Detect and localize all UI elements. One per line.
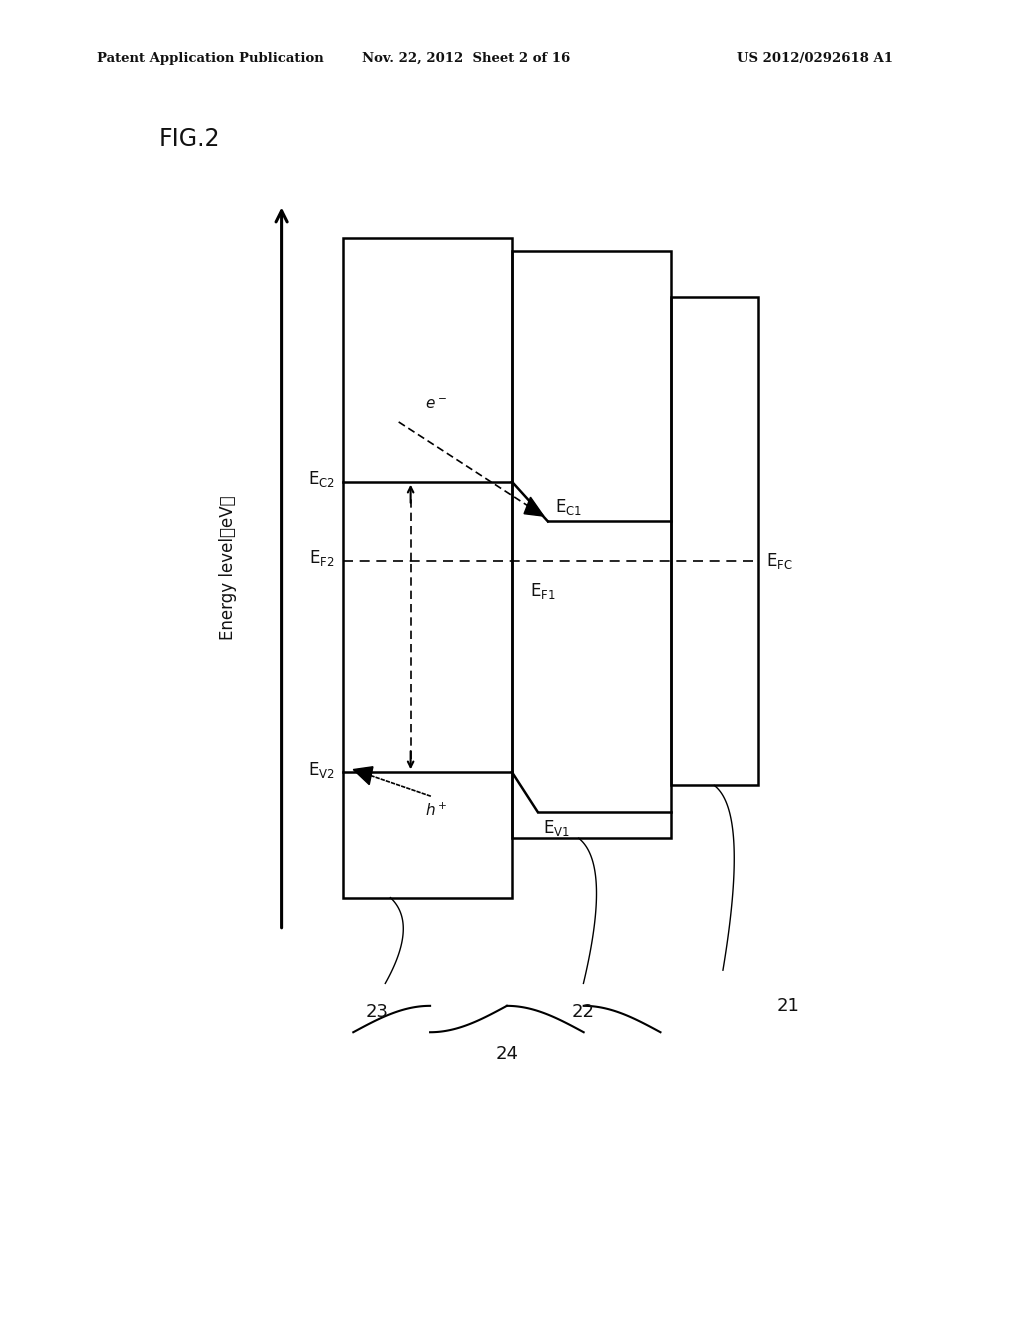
Text: US 2012/0292618 A1: US 2012/0292618 A1 [737,51,893,65]
Text: Patent Application Publication: Patent Application Publication [97,51,324,65]
Text: $h^+$: $h^+$ [425,801,447,818]
Text: $\mathregular{E_{F2}}$: $\mathregular{E_{F2}}$ [309,548,335,569]
Text: $\mathregular{E_{V1}}$: $\mathregular{E_{V1}}$ [543,818,569,838]
Text: $\mathregular{E_{C2}}$: $\mathregular{E_{C2}}$ [308,469,335,490]
Text: 22: 22 [572,1003,595,1022]
Text: 24: 24 [496,1045,518,1064]
Bar [343,238,512,898]
Text: $e^-$: $e^-$ [425,397,446,412]
Bar [671,297,758,785]
Text: $\mathregular{E_{C1}}$: $\mathregular{E_{C1}}$ [555,498,583,517]
Text: $\mathregular{E_{F1}}$: $\mathregular{E_{F1}}$ [530,581,556,601]
Text: $\mathregular{E_{V2}}$: $\mathregular{E_{V2}}$ [308,759,335,780]
Text: Energy level（eV）: Energy level（eV） [219,495,238,640]
Bar [512,251,671,838]
Text: Nov. 22, 2012  Sheet 2 of 16: Nov. 22, 2012 Sheet 2 of 16 [361,51,570,65]
Text: FIG.2: FIG.2 [159,127,220,150]
Text: 23: 23 [366,1003,388,1022]
Text: 21: 21 [776,997,799,1015]
Polygon shape [524,498,544,516]
Text: $\mathregular{E_{FC}}$: $\mathregular{E_{FC}}$ [766,550,793,572]
Polygon shape [353,767,373,784]
